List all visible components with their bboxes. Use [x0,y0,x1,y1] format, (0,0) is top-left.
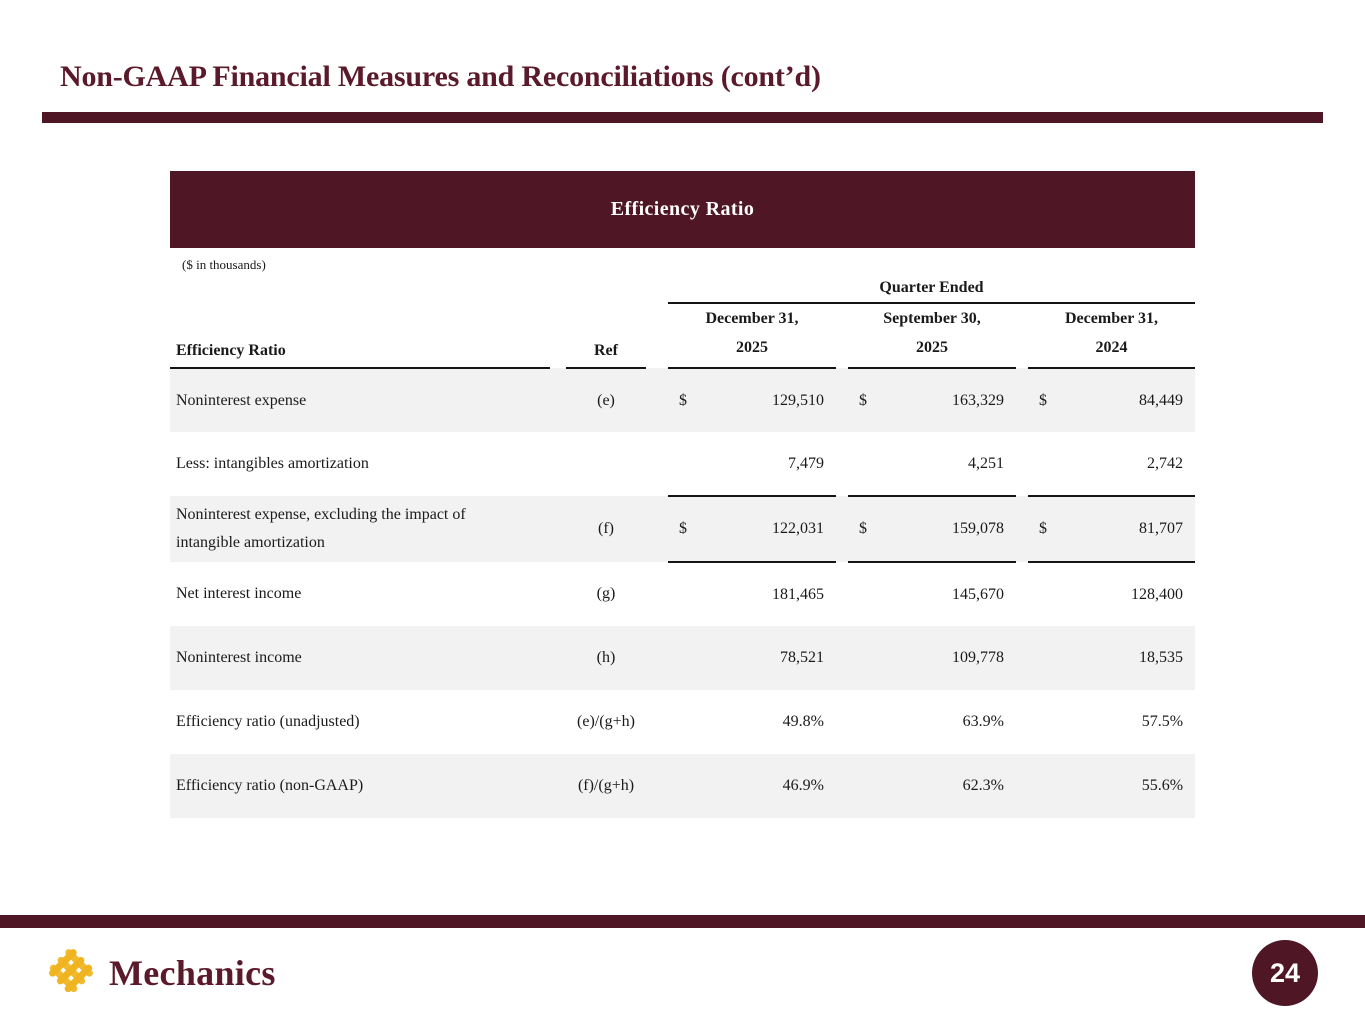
amount-cell: 128,400 [1028,562,1195,626]
row-label: Noninterest expense [170,368,550,432]
amount-value: 78,521 [780,649,824,666]
table-row: Noninterest expense (e) $129,510 $163,32… [170,368,1196,432]
row-ref: (h) [566,626,646,690]
units-note: ($ in thousands) [182,257,266,272]
quarter-ended-header: Quarter Ended [668,275,1196,304]
amount-cell: $163,329 [848,368,1016,432]
amount-value: 84,449 [1139,391,1184,409]
amount-cell: $122,031 [668,496,836,563]
mechanics-diamond-icon [44,944,98,1003]
amount-cell: 109,778 [848,626,1016,690]
efficiency-ratio-table: Quarter Ended Efficiency Ratio Ref Decem… [170,275,1196,818]
table-row: Noninterest expense, excluding the impac… [170,496,1196,563]
row-label: Less: intangibles amortization [176,455,369,472]
table-banner: Efficiency Ratio [170,171,1195,248]
table-row: Efficiency ratio (unadjusted) (e)/(g+h) … [170,690,1195,754]
amount-value: 57.5% [1141,713,1184,730]
row-label: Efficiency ratio (non-GAAP) [170,754,550,818]
amount-value: 181,465 [772,585,824,603]
amount-value: 122,031 [772,520,824,537]
efficiency-ratio-section: Efficiency Ratio ($ in thousands) Quarte… [170,171,1196,818]
mechanics-logo: Mechanics [44,944,276,1002]
row-ref: (e) [566,368,646,432]
page-title: Non-GAAP Financial Measures and Reconcil… [60,60,821,93]
title-divider [42,112,1323,123]
amount-cell: $81,707 [1028,496,1196,563]
amount-cell: 181,465 [668,562,836,626]
amount-value: 128,400 [1131,585,1184,603]
amount-cell: $129,510 [668,368,836,432]
footer-divider [0,915,1365,928]
amount-cell: 57.5% [1028,690,1195,754]
row-ref: (f) [566,496,646,562]
currency-symbol: $ [1039,391,1047,409]
amount-value: 7,479 [788,454,824,472]
brand-name: Mechanics [109,953,276,993]
row-label: Efficiency ratio (unadjusted) [176,713,360,730]
table-row: Noninterest income (h) 78,521 109,778 18… [170,626,1196,690]
amount-cell: 2,742 [1028,432,1196,497]
amount-value: 2,742 [1147,454,1184,472]
amount-cell: 4,251 [848,432,1016,497]
column-header-dec-31-2024: December 31, 2024 [1028,303,1196,369]
amount-cell: $159,078 [848,496,1016,563]
amount-cell: 63.9% [848,690,1016,754]
amount-value: 159,078 [952,520,1004,537]
currency-symbol: $ [679,520,687,537]
row-ref: (f)/(g+h) [566,754,646,818]
amount-cell: 55.6% [1028,754,1196,818]
amount-value: 129,510 [772,391,824,409]
currency-symbol: $ [679,391,687,409]
amount-value: 109,778 [952,649,1004,666]
row-ref: (e)/(g+h) [577,713,635,730]
amount-value: 55.6% [1141,777,1184,794]
row-label: Net interest income [176,585,302,602]
amount-cell: 62.3% [848,754,1016,818]
amount-cell: $84,449 [1028,368,1196,432]
table-row: Less: intangibles amortization 7,479 4,2… [170,432,1196,497]
amount-value: 62.3% [962,777,1004,794]
amount-value: 46.9% [782,777,824,794]
label-column-header: Efficiency Ratio [170,303,550,369]
currency-symbol: $ [859,391,867,409]
column-header-dec-31-2025: December 31, 2025 [668,303,836,369]
currency-symbol: $ [859,520,867,537]
amount-cell: 7,479 [668,432,836,497]
currency-symbol: $ [1039,520,1047,537]
amount-cell: 49.8% [668,690,836,754]
column-header-row: Efficiency Ratio Ref December 31, 2025 S… [170,303,1196,369]
amount-value: 49.8% [782,713,824,730]
amount-value: 4,251 [968,454,1004,472]
ref-column-header: Ref [566,303,646,369]
amount-cell: 18,535 [1028,626,1196,690]
row-ref [566,432,646,496]
table-row: Net interest income (g) 181,465 145,670 … [170,562,1195,626]
row-ref: (g) [596,585,616,602]
amount-value: 163,329 [952,391,1004,409]
amount-value: 18,535 [1139,649,1184,666]
amount-cell: 145,670 [848,562,1016,626]
row-label: Noninterest income [170,626,550,690]
amount-cell: 78,521 [668,626,836,690]
group-header-row: Quarter Ended [170,275,1196,304]
page-number-badge: 24 [1252,940,1318,1006]
amount-value: 81,707 [1139,520,1184,537]
row-label: Noninterest expense, excluding the impac… [170,496,550,562]
column-header-sep-30-2025: September 30, 2025 [848,303,1016,369]
table-row: Efficiency ratio (non-GAAP) (f)/(g+h) 46… [170,754,1196,818]
amount-value: 63.9% [962,713,1004,730]
amount-value: 145,670 [952,585,1004,603]
amount-cell: 46.9% [668,754,836,818]
